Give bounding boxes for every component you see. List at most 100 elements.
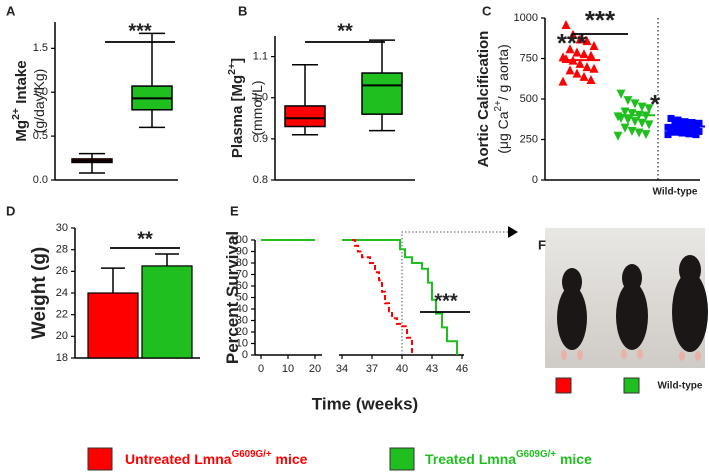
point xyxy=(589,41,599,51)
x-tick-label: 43 xyxy=(426,363,438,375)
y-tick-label: 50 xyxy=(236,291,248,303)
point xyxy=(582,36,592,46)
point xyxy=(586,75,596,85)
y-tick-label: 0.8 xyxy=(253,174,268,186)
text-part: Intake xyxy=(13,60,30,108)
feet xyxy=(561,349,701,361)
y-tick-label: 250 xyxy=(520,133,538,145)
text-part: Weight (g) xyxy=(29,247,50,340)
point xyxy=(620,107,630,117)
superscript: 2+ xyxy=(493,100,504,111)
panel-letter: C xyxy=(482,3,492,18)
y-tick-label: 60 xyxy=(236,280,248,292)
point xyxy=(589,63,599,73)
y-tick-label: 750 xyxy=(520,52,538,64)
point xyxy=(627,126,637,136)
x-tick-label: 10 xyxy=(282,363,294,375)
text-part: (mmol/L) xyxy=(249,80,265,135)
y-tick-label: 90 xyxy=(236,245,248,257)
y-tick-label: 10 xyxy=(236,337,248,349)
panel-letter: D xyxy=(6,203,15,218)
y-tick-label: 26 xyxy=(56,265,68,277)
point xyxy=(674,116,682,124)
y-tick-label: 20 xyxy=(56,330,68,342)
x-tick-label: 34 xyxy=(336,363,348,375)
x-tick-label: 46 xyxy=(456,363,468,375)
arrow-head xyxy=(508,226,518,238)
y-tick-label: 0 xyxy=(532,174,538,186)
point xyxy=(616,89,626,99)
text-part: (μg Ca xyxy=(495,111,511,154)
y-axis-label: (μg Ca2+/ g aorta) xyxy=(493,44,511,154)
y-tick-label: 0.0 xyxy=(33,174,48,186)
x-tick-label: Wild-type xyxy=(653,187,698,198)
y-tick-label: 22 xyxy=(56,309,68,321)
point xyxy=(572,68,582,78)
y-axis-label: Plasma [Mg2+] xyxy=(226,58,246,158)
significance: ** xyxy=(337,20,353,42)
point xyxy=(667,114,675,122)
text-part: mice xyxy=(272,451,308,467)
x-tick-label: 0 xyxy=(258,363,264,375)
point xyxy=(565,65,575,75)
point xyxy=(644,104,654,114)
y-tick-label: 1000 xyxy=(514,12,538,24)
point xyxy=(678,129,686,137)
point xyxy=(575,58,585,68)
significance: *** xyxy=(434,290,458,312)
significance: *** xyxy=(128,20,152,42)
point xyxy=(685,130,693,138)
significance: *** xyxy=(557,28,588,58)
y-tick-label: 500 xyxy=(520,93,538,105)
y-tick-label: 28 xyxy=(56,244,68,256)
y-axis-label: (mmol/L) xyxy=(249,80,265,135)
legend-swatch xyxy=(87,447,113,471)
y-tick-label: 1.0 xyxy=(253,92,268,104)
x-tick-label: 37 xyxy=(366,363,378,375)
point xyxy=(634,128,644,138)
text-part: mice xyxy=(556,451,592,467)
superscript: G609G/+ xyxy=(516,449,556,460)
x-tick-label: 40 xyxy=(396,363,408,375)
guide-arrow xyxy=(401,231,508,355)
y-tick-label: 40 xyxy=(236,303,248,315)
point xyxy=(586,50,596,60)
box xyxy=(361,72,403,115)
text-part: (g/day/Kg) xyxy=(31,69,47,134)
y-tick-label: 80 xyxy=(236,257,248,269)
panel-letter: B xyxy=(238,3,247,18)
superscript: 2+ xyxy=(10,108,22,120)
y-tick-label: 1.1 xyxy=(253,50,268,62)
x-tick-label: 20 xyxy=(309,363,321,375)
point xyxy=(565,44,575,54)
point xyxy=(623,96,633,106)
point xyxy=(630,99,640,109)
superscript: G609G/+ xyxy=(232,449,272,460)
point xyxy=(582,62,592,72)
text-part: Aortic Calcification xyxy=(475,31,492,168)
y-axis-label: Mg2+ Intake xyxy=(10,60,30,141)
point xyxy=(637,118,647,128)
significance: * xyxy=(650,89,661,119)
legend-label: Untreated LmnaG609G/+ mice xyxy=(125,449,308,467)
bar xyxy=(87,292,139,359)
y-tick-label: 20 xyxy=(236,326,248,338)
superscript: 2+ xyxy=(226,63,238,75)
legend-label: Treated LmnaG609G/+ mice xyxy=(425,449,592,467)
text-part: Mg xyxy=(13,120,30,142)
point xyxy=(579,49,589,59)
point xyxy=(671,128,679,136)
y-tick-label: 0 xyxy=(242,349,248,361)
point xyxy=(613,131,623,141)
point xyxy=(623,115,633,125)
panel-letter: F xyxy=(538,237,546,252)
y-tick-label: 1.0 xyxy=(33,86,48,98)
text-part: Treated Lmna xyxy=(425,451,516,467)
y-axis-label: Percent Survival xyxy=(223,231,242,364)
swatch-untreated xyxy=(555,377,572,394)
text-part: Plasma [Mg xyxy=(229,75,246,158)
point xyxy=(637,102,647,112)
x-axis-label: Time (weeks) xyxy=(312,394,418,413)
significance: ** xyxy=(137,228,153,250)
point xyxy=(678,121,686,129)
